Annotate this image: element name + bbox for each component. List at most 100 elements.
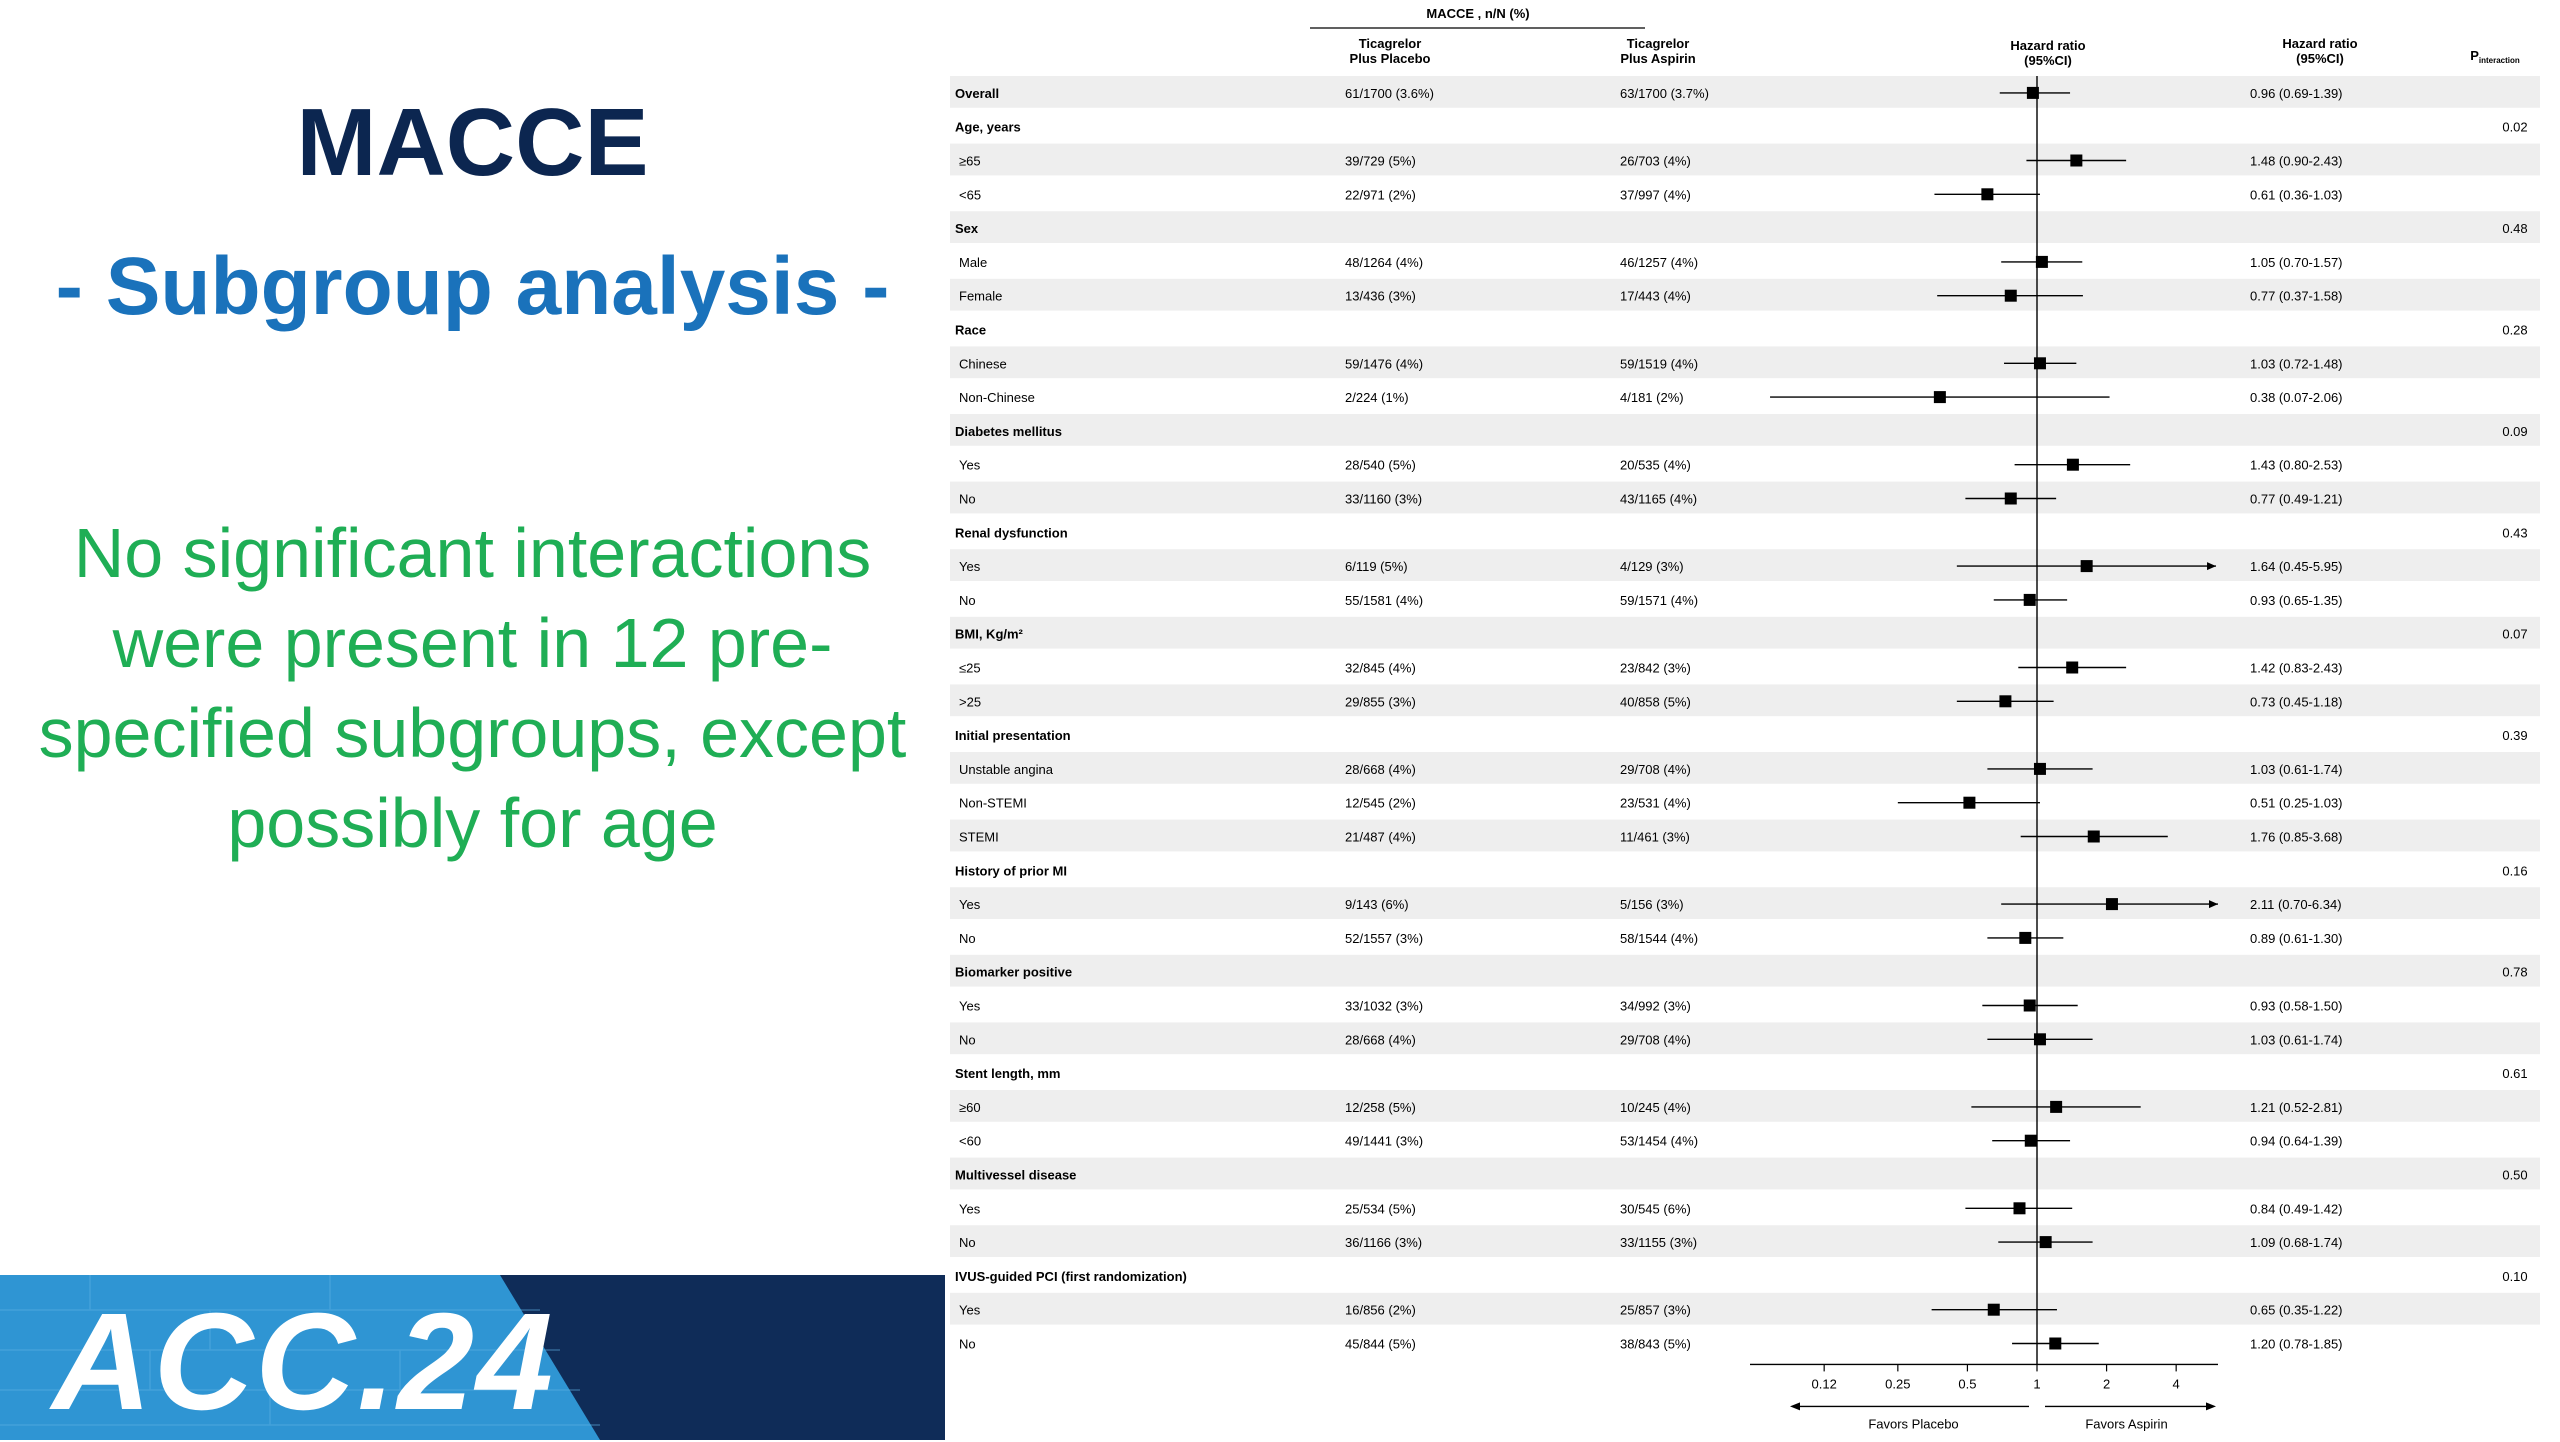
events-aspirin: 29/708 (4%) bbox=[1620, 1032, 1691, 1047]
point-estimate-marker bbox=[2013, 1202, 2026, 1215]
row-label: Diabetes mellitus bbox=[955, 424, 1062, 439]
row-label: BMI, Kg/m² bbox=[955, 627, 1024, 642]
row-label: Initial presentation bbox=[955, 728, 1071, 743]
hazard-ratio-text: 0.84 (0.49-1.42) bbox=[2250, 1201, 2343, 1216]
point-estimate-marker bbox=[2039, 1236, 2052, 1249]
hazard-ratio-text: 1.20 (0.78-1.85) bbox=[2250, 1337, 2343, 1352]
hazard-ratio-text: 1.09 (0.68-1.74) bbox=[2250, 1235, 2343, 1250]
row-band bbox=[950, 414, 2540, 446]
row-label: Renal dysfunction bbox=[955, 525, 1068, 540]
hazard-ratio-text: 1.03 (0.61-1.74) bbox=[2250, 1032, 2343, 1047]
row-label: Yes bbox=[959, 1303, 981, 1318]
row-band bbox=[950, 143, 2540, 176]
hazard-ratio-text: 0.38 (0.07-2.06) bbox=[2250, 390, 2343, 405]
point-estimate-marker bbox=[2050, 1100, 2063, 1113]
point-estimate-marker bbox=[2035, 255, 2048, 268]
hazard-ratio-text: 1.48 (0.90-2.43) bbox=[2250, 154, 2343, 169]
events-aspirin: 11/461 (3%) bbox=[1620, 830, 1690, 845]
slide-subtitle: - Subgroup analysis - bbox=[55, 241, 890, 332]
hazard-ratio-text: 1.42 (0.83-2.43) bbox=[2250, 661, 2343, 676]
favors-right-arrow-icon bbox=[2206, 1402, 2216, 1411]
events-placebo: 55/1581 (4%) bbox=[1345, 593, 1423, 608]
hazard-ratio-text: 0.65 (0.35-1.22) bbox=[2250, 1303, 2343, 1318]
hazard-ratio-text: 0.77 (0.37-1.58) bbox=[2250, 289, 2343, 304]
row-label: Non-Chinese bbox=[959, 390, 1035, 405]
events-placebo: 29/855 (3%) bbox=[1345, 694, 1416, 709]
events-placebo: 2/224 (1%) bbox=[1345, 390, 1409, 405]
row-label: Overall bbox=[955, 86, 999, 101]
events-aspirin: 26/703 (4%) bbox=[1620, 154, 1691, 169]
row-label: Male bbox=[959, 255, 987, 270]
row-label: STEMI bbox=[959, 830, 999, 845]
p-interaction-value: 0.39 bbox=[2502, 728, 2527, 743]
point-estimate-marker bbox=[1987, 1303, 2000, 1316]
row-label: ≥65 bbox=[959, 154, 981, 169]
events-placebo: 52/1557 (3%) bbox=[1345, 931, 1423, 946]
point-estimate-marker bbox=[2004, 492, 2017, 505]
row-label: ≤25 bbox=[959, 661, 981, 676]
events-placebo: 12/545 (2%) bbox=[1345, 796, 1416, 811]
row-label: Race bbox=[955, 323, 986, 338]
hazard-ratio-text: 0.77 (0.49-1.21) bbox=[2250, 492, 2343, 507]
events-aspirin: 46/1257 (4%) bbox=[1620, 255, 1698, 270]
row-label: >25 bbox=[959, 694, 981, 709]
point-estimate-marker bbox=[2049, 1337, 2062, 1350]
events-aspirin: 29/708 (4%) bbox=[1620, 762, 1691, 777]
hazard-ratio-text: 0.73 (0.45-1.18) bbox=[2250, 694, 2343, 709]
row-band bbox=[950, 346, 2540, 379]
slide-title: MACCE bbox=[296, 89, 649, 196]
row-band bbox=[950, 887, 2540, 919]
point-estimate-marker bbox=[2105, 898, 2118, 911]
events-aspirin: 4/129 (3%) bbox=[1620, 559, 1684, 574]
p-interaction-value: 0.43 bbox=[2502, 525, 2527, 540]
x-axis-tick-label: 0.12 bbox=[1812, 1376, 1837, 1391]
row-label: No bbox=[959, 931, 976, 946]
events-aspirin: 23/842 (3%) bbox=[1620, 661, 1691, 676]
point-estimate-marker bbox=[1963, 796, 1976, 809]
events-placebo: 59/1476 (4%) bbox=[1345, 356, 1423, 371]
row-band bbox=[950, 1022, 2540, 1055]
point-estimate-marker bbox=[2024, 1134, 2037, 1147]
row-band bbox=[950, 819, 2540, 852]
header-hr-line2: (95%CI) bbox=[2296, 51, 2344, 66]
row-band bbox=[950, 211, 2540, 243]
row-label: Unstable angina bbox=[959, 762, 1054, 777]
hazard-ratio-text: 1.21 (0.52-2.81) bbox=[2250, 1100, 2343, 1115]
events-placebo: 9/143 (6%) bbox=[1345, 897, 1409, 912]
row-band bbox=[950, 1090, 2540, 1122]
row-label: Yes bbox=[959, 999, 981, 1014]
events-placebo: 22/971 (2%) bbox=[1345, 187, 1416, 202]
point-estimate-marker bbox=[2023, 593, 2036, 606]
favors-left-arrow-icon bbox=[1790, 1402, 1800, 1411]
hazard-ratio-text: 0.61 (0.36-1.03) bbox=[2250, 187, 2343, 202]
events-aspirin: 59/1571 (4%) bbox=[1620, 593, 1698, 608]
events-aspirin: 30/545 (6%) bbox=[1620, 1201, 1691, 1216]
events-placebo: 36/1166 (3%) bbox=[1345, 1235, 1422, 1250]
events-placebo: 6/119 (5%) bbox=[1345, 559, 1408, 574]
row-label: Stent length, mm bbox=[955, 1066, 1060, 1081]
row-band bbox=[950, 76, 2540, 108]
events-placebo: 12/258 (5%) bbox=[1345, 1100, 1416, 1115]
point-estimate-marker bbox=[2033, 762, 2046, 775]
header-col-a-line2: Plus Placebo bbox=[1350, 51, 1431, 66]
header-col-a-line1: Ticagrelor bbox=[1359, 36, 1422, 51]
row-label: Multivessel disease bbox=[955, 1168, 1076, 1183]
point-estimate-marker bbox=[2033, 357, 2046, 370]
row-label: No bbox=[959, 1337, 976, 1352]
x-axis-tick-label: 2 bbox=[2103, 1376, 2110, 1391]
row-label: Sex bbox=[955, 221, 979, 236]
events-aspirin: 43/1165 (4%) bbox=[1620, 492, 1697, 507]
point-estimate-marker bbox=[2087, 830, 2100, 843]
p-interaction-value: 0.10 bbox=[2502, 1269, 2527, 1284]
events-aspirin: 5/156 (3%) bbox=[1620, 897, 1684, 912]
hazard-ratio-text: 1.76 (0.85-3.68) bbox=[2250, 830, 2343, 845]
header-p: Pinteraction bbox=[2470, 48, 2520, 65]
header-plot-line2: (95%CI) bbox=[2024, 53, 2072, 68]
row-label: No bbox=[959, 492, 976, 507]
row-label: <60 bbox=[959, 1134, 981, 1149]
events-aspirin: 34/992 (3%) bbox=[1620, 999, 1691, 1014]
hazard-ratio-text: 0.96 (0.69-1.39) bbox=[2250, 86, 2343, 101]
hazard-ratio-text: 0.89 (0.61-1.30) bbox=[2250, 931, 2343, 946]
header-col-b-line2: Plus Aspirin bbox=[1620, 51, 1695, 66]
row-label: History of prior MI bbox=[955, 863, 1067, 878]
